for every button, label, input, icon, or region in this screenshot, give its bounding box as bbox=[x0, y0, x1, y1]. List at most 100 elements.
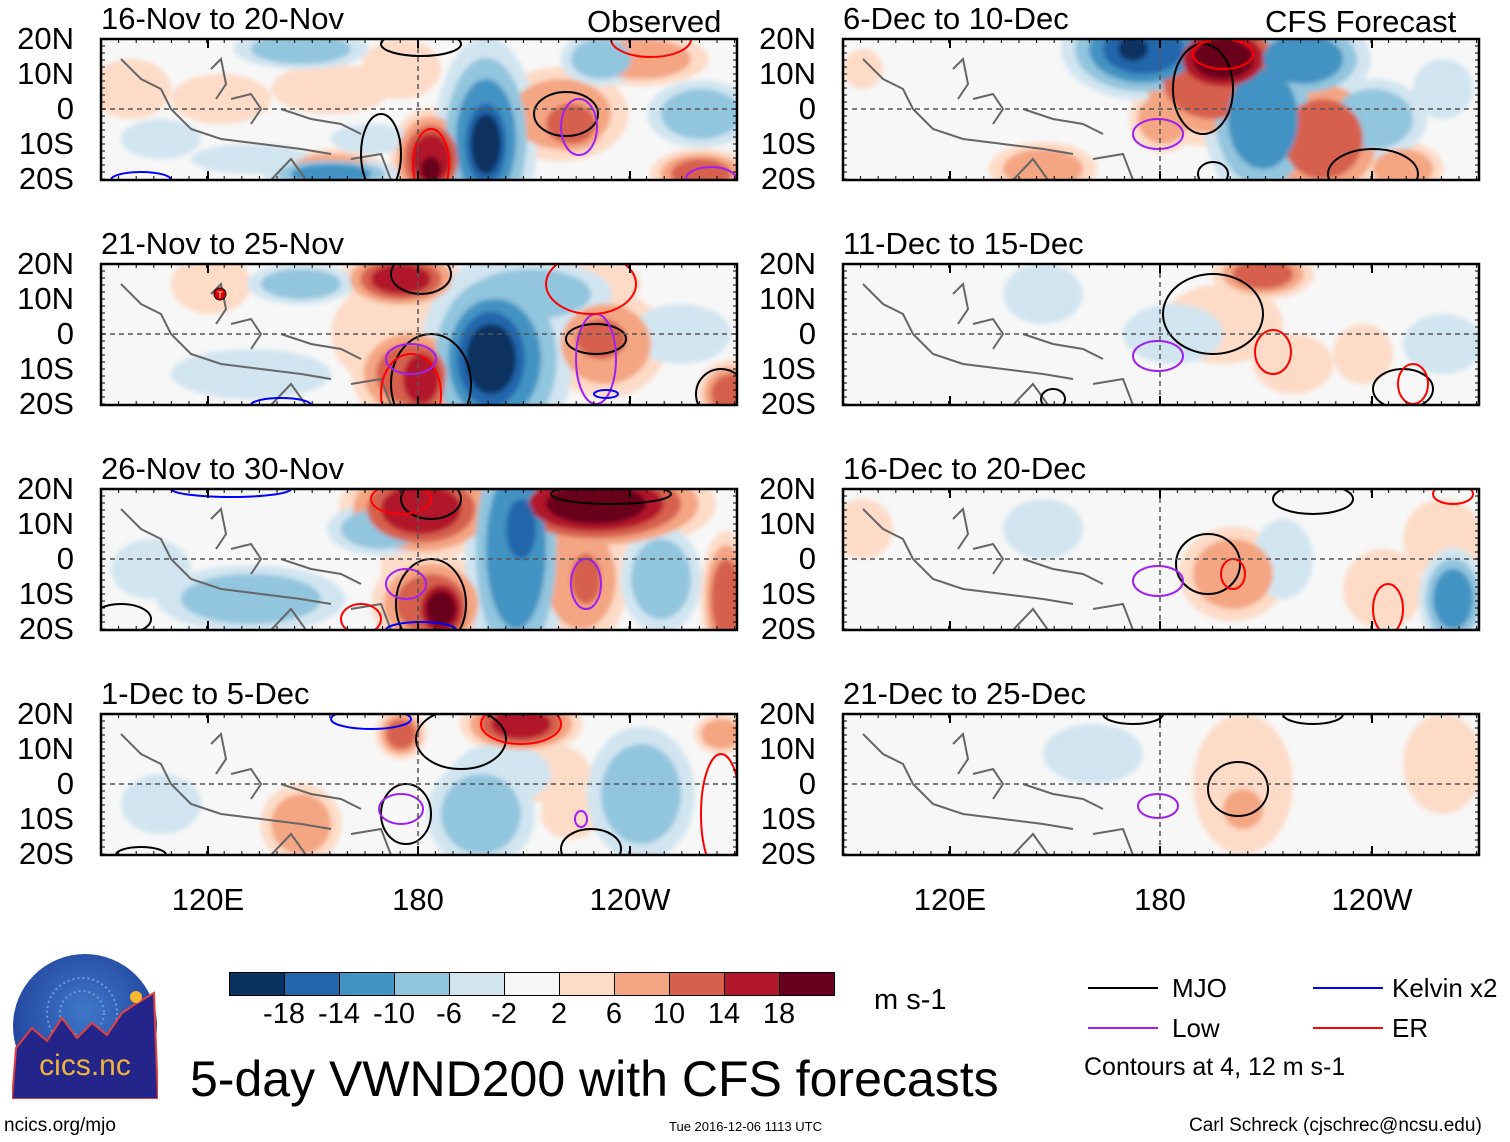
contour-line bbox=[380, 353, 442, 405]
wind-anomaly-shading bbox=[1333, 324, 1393, 384]
coastlines bbox=[120, 56, 392, 180]
wind-anomaly-shading bbox=[331, 124, 411, 154]
panel-title: 16-Nov to 20-Nov bbox=[101, 1, 344, 36]
cics-logo: cics.nc bbox=[12, 954, 158, 1099]
wind-anomaly-shading bbox=[576, 319, 626, 359]
contour-line bbox=[560, 828, 622, 855]
wind-anomaly-shading bbox=[546, 104, 596, 144]
wind-anomaly-shading bbox=[1283, 99, 1363, 179]
colorbar-swatch bbox=[395, 973, 450, 995]
wind-anomaly-shading bbox=[171, 74, 271, 124]
contour-line bbox=[390, 264, 452, 295]
lat-label: 10S bbox=[760, 576, 816, 611]
contour-line bbox=[400, 489, 462, 520]
wind-anomaly-shading bbox=[466, 324, 516, 394]
colorbar-tick-label: 2 bbox=[550, 998, 568, 1030]
lat-label: 0 bbox=[798, 541, 816, 576]
contour-line bbox=[380, 39, 462, 57]
legend-label-mjo: MJO bbox=[1172, 973, 1227, 1003]
contour-line bbox=[1040, 388, 1066, 405]
lon-label: 120W bbox=[1331, 882, 1413, 917]
colorbar-units: m s-1 bbox=[874, 984, 947, 1016]
lat-label: 0 bbox=[56, 541, 74, 576]
wind-anomaly-shading bbox=[271, 64, 391, 114]
contour-line bbox=[1102, 714, 1164, 725]
contour-line bbox=[700, 753, 737, 855]
legend-label-low: Low bbox=[1172, 1013, 1220, 1043]
lat-label: 10N bbox=[17, 281, 74, 316]
observed-map-panel bbox=[99, 37, 739, 182]
lat-label: 20S bbox=[18, 611, 74, 646]
colorbar-swatch bbox=[725, 973, 780, 995]
forecast-header: CFS Forecast bbox=[1265, 4, 1457, 39]
lat-label: 10N bbox=[759, 281, 816, 316]
wind-anomaly-shading bbox=[571, 554, 601, 604]
colorbar-swatch bbox=[340, 973, 395, 995]
contour-line bbox=[250, 397, 312, 405]
legend-label-kelvin: Kelvin x2 bbox=[1392, 973, 1498, 1003]
panel-title: 16-Dec to 20-Dec bbox=[843, 451, 1086, 486]
lon-label: 180 bbox=[392, 882, 444, 917]
contour-line bbox=[1172, 43, 1234, 135]
lat-label: 10S bbox=[760, 126, 816, 161]
lat-label: 10S bbox=[18, 351, 74, 386]
contour-line bbox=[1207, 761, 1269, 817]
svg-text:cics.nc: cics.nc bbox=[39, 1049, 131, 1082]
lat-label: 0 bbox=[56, 766, 74, 801]
colorbar bbox=[229, 972, 835, 996]
wind-anomaly-shading bbox=[843, 49, 883, 89]
wind-anomaly-shading bbox=[251, 39, 351, 64]
wind-anomaly-shading bbox=[711, 559, 737, 630]
colorbar-tick-label: -14 bbox=[318, 998, 360, 1030]
wind-anomaly-shading bbox=[571, 39, 631, 79]
observed-header: Observed bbox=[587, 4, 722, 39]
wind-anomaly-shading bbox=[711, 374, 737, 405]
wind-anomaly-shading bbox=[121, 774, 201, 834]
panel-title: 6-Dec to 10-Dec bbox=[843, 1, 1069, 36]
wind-anomaly-shading bbox=[546, 489, 646, 524]
wind-anomaly-shading bbox=[191, 144, 311, 174]
legend-label-er: ER bbox=[1392, 1013, 1429, 1043]
lat-label: 20N bbox=[17, 696, 74, 731]
colorbar-tick-label: 6 bbox=[605, 998, 623, 1030]
wind-anomaly-shading bbox=[1193, 39, 1253, 79]
colorbar-swatch bbox=[505, 973, 560, 995]
lat-label: 0 bbox=[798, 316, 816, 351]
wind-anomaly-shading bbox=[386, 719, 416, 749]
lat-label: 10N bbox=[17, 56, 74, 91]
colorbar-tick-label: 10 bbox=[652, 998, 686, 1030]
wind-anomaly-shading bbox=[121, 119, 201, 159]
footer-url[interactable]: ncics.org/mjo bbox=[4, 1115, 116, 1136]
lat-label: 20N bbox=[759, 246, 816, 281]
contour-line bbox=[395, 558, 467, 630]
lat-label: 20N bbox=[17, 246, 74, 281]
wind-anomaly-shading bbox=[261, 269, 341, 299]
lat-label: 20N bbox=[17, 21, 74, 56]
lat-label: 10S bbox=[760, 801, 816, 836]
wind-anomaly-shading bbox=[1263, 39, 1343, 84]
footer-timestamp: Tue 2016-12-06 1113 UTC bbox=[669, 1119, 822, 1134]
wind-anomaly-shading bbox=[1228, 69, 1298, 169]
legend-line-kelvin bbox=[1313, 987, 1383, 989]
contour-line bbox=[574, 810, 588, 828]
coastlines bbox=[120, 731, 392, 855]
lat-label: 10N bbox=[17, 731, 74, 766]
colorbar-tick-label: -6 bbox=[436, 998, 462, 1030]
legend-line-low bbox=[1088, 1027, 1158, 1029]
footer-credit: Carl Schreck (cjschrec@ncsu.edu) bbox=[1189, 1115, 1482, 1136]
legend-line-mjo bbox=[1088, 987, 1158, 989]
contour-line bbox=[1175, 533, 1241, 595]
lat-label: 10N bbox=[759, 731, 816, 766]
contour-line bbox=[370, 489, 432, 515]
contour-line bbox=[480, 714, 562, 745]
panel-title: 21-Nov to 25-Nov bbox=[101, 226, 344, 261]
contour-line bbox=[1272, 489, 1354, 515]
observed-map-panel bbox=[99, 712, 739, 857]
lon-label: 180 bbox=[1134, 882, 1186, 917]
contour-line bbox=[415, 714, 507, 770]
wind-anomaly-shading bbox=[1433, 569, 1473, 629]
lat-label: 10S bbox=[760, 351, 816, 386]
wind-anomaly-shading bbox=[1223, 789, 1263, 829]
wind-anomaly-shading bbox=[1403, 314, 1479, 374]
contour-line bbox=[545, 264, 637, 315]
